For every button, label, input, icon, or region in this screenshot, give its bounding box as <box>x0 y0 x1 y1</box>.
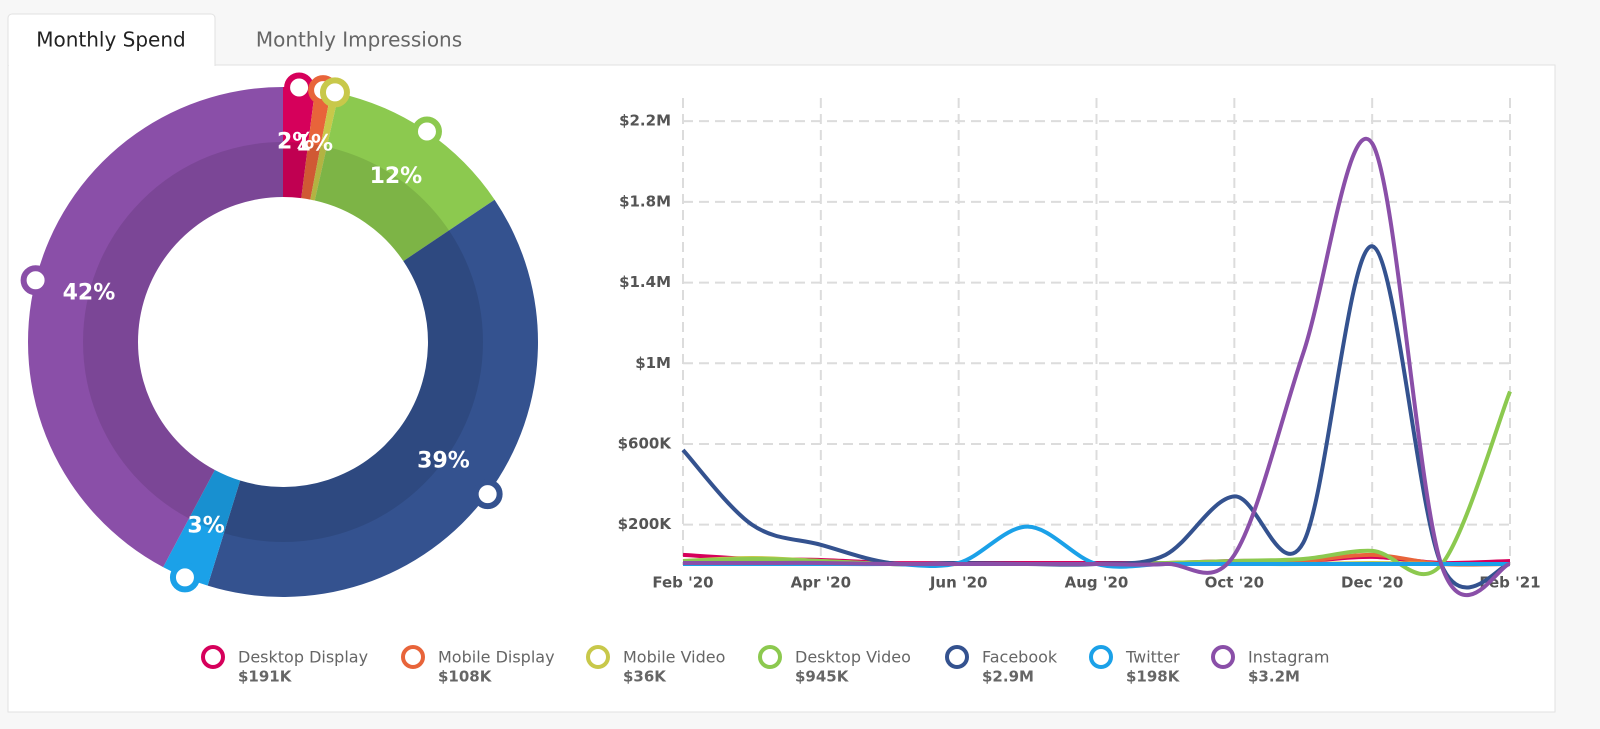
tab-active-box <box>7 13 216 66</box>
slice-label: 2% <box>277 129 314 154</box>
slice-label: 12% <box>370 164 423 189</box>
legend-total: $191K <box>238 668 293 686</box>
slice-marker <box>319 77 350 108</box>
series-line <box>683 137 1511 598</box>
donut-slice <box>207 199 538 597</box>
donut-slice <box>28 87 283 568</box>
x-tick-label: Dec '20 <box>1341 574 1403 592</box>
legend-total: $36K <box>623 668 667 686</box>
slice-marker <box>169 562 200 593</box>
donut-slice <box>310 91 339 201</box>
legend-name: Mobile Video <box>623 648 725 667</box>
donut-slice <box>283 87 316 199</box>
legend-total: $3.2M <box>1248 668 1300 686</box>
x-tick-label: Aug '20 <box>1065 574 1129 592</box>
donut-slice <box>163 469 241 586</box>
y-tick-label: $600K <box>618 434 673 452</box>
legend-marker[interactable] <box>758 645 782 669</box>
y-tick-label: $200K <box>618 515 673 533</box>
legend-marker[interactable] <box>586 645 610 669</box>
tab[interactable]: Monthly Impressions <box>256 28 462 52</box>
slice-marker <box>411 116 442 147</box>
slice-label: 3% <box>187 514 224 539</box>
legend-name: Mobile Display <box>438 648 555 667</box>
x-tick-label: Feb '20 <box>652 574 713 592</box>
legend-name: Desktop Display <box>238 648 368 667</box>
slice-marker <box>472 479 503 510</box>
slice-label: 42% <box>63 281 116 306</box>
legend-total: $108K <box>438 668 493 686</box>
legend-marker[interactable] <box>1089 645 1113 669</box>
slice-marker <box>284 72 315 103</box>
y-tick-label: $1.8M <box>619 192 671 210</box>
x-tick-label: Oct '20 <box>1205 574 1265 592</box>
legend-total: $945K <box>795 668 850 686</box>
donut-slice <box>314 93 495 262</box>
legend-marker[interactable] <box>401 645 425 669</box>
donut-slice <box>301 89 332 200</box>
x-tick-label: Apr '20 <box>791 574 851 592</box>
donut-shade <box>83 142 483 542</box>
slice-label: 1% <box>296 131 333 156</box>
legend-marker[interactable] <box>945 645 969 669</box>
tab-joint <box>9 63 214 67</box>
y-tick-label: $2.2M <box>619 112 671 130</box>
legend-name: Instagram <box>1248 648 1329 667</box>
legend-marker[interactable] <box>1211 645 1235 669</box>
legend-name: Twitter <box>1125 648 1180 667</box>
slice-marker <box>20 265 51 296</box>
x-tick-label: Jun '20 <box>929 574 988 592</box>
tab[interactable]: Monthly Spend <box>36 28 186 52</box>
legend-total: $198K <box>1126 668 1181 686</box>
slice-label: 39% <box>417 448 470 473</box>
y-tick-label: $1.4M <box>619 273 671 291</box>
legend-name: Facebook <box>982 648 1058 667</box>
legend-marker[interactable] <box>201 645 225 669</box>
y-tick-label: $1M <box>635 354 671 372</box>
legend-name: Desktop Video <box>795 648 911 667</box>
series-line <box>681 244 1511 590</box>
legend-total: $2.9M <box>982 668 1034 686</box>
